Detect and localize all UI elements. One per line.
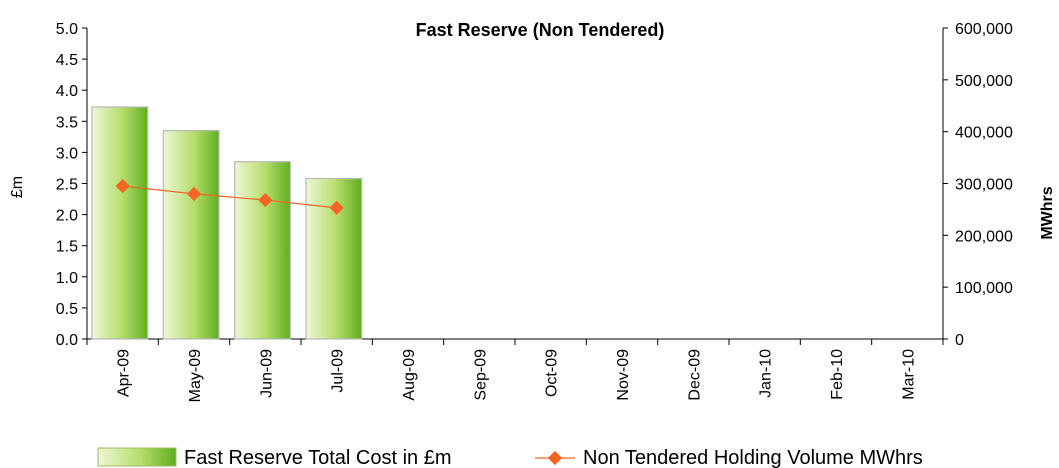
x-tick-label: Jun-09 [258,349,275,398]
y-tick-label-right: 600,000 [955,21,1013,38]
y-tick-label-left: 2.0 [56,208,78,225]
x-tick-label: Oct-09 [544,349,561,397]
y-tick-label-left: 4.5 [56,52,78,69]
legend: Fast Reserve Total Cost in £m Non Tender… [97,447,923,468]
line-marker [258,193,273,208]
y-tick-label-left: 3.5 [56,114,78,131]
y-tick-label-left: 2.5 [56,177,78,194]
x-tick-label: Dec-09 [686,349,703,401]
y-tick-label-left: 0.0 [56,332,78,349]
line-marker [329,200,344,215]
y-tick-label-left: 5.0 [56,21,78,38]
x-tick-label: Sep-09 [472,349,489,401]
x-tick-label: Aug-09 [401,349,418,401]
chart-title: Fast Reserve (Non Tendered) [416,20,665,40]
x-tick-label: Jul-09 [330,349,347,393]
y-tick-label-right: 200,000 [955,228,1013,245]
x-tick-label: Mar-10 [900,349,917,400]
y-tick-label-right: 500,000 [955,73,1013,90]
bar [91,106,149,340]
x-tick-label: Apr-09 [116,349,133,397]
x-tick-label: Jan-10 [758,349,775,398]
y-tick-label-left: 0.5 [56,301,78,318]
bar [234,161,291,340]
x-tick-label: Feb-10 [829,349,846,400]
plot-area: 0.0 0.5 1.0 1.5 2.0 2.5 3.0 3.5 4.0 4.5 5.0 0 100,00… [56,21,1013,402]
series-line [122,185,337,209]
x-tick-label: Nov-09 [615,349,632,401]
line-marker [186,186,202,201]
legend-label-line: Non Tendered Holding Volume MWhrs [583,447,923,468]
y-tick-label-right: 400,000 [955,125,1013,142]
y-tick-label-left: 4.0 [56,83,78,100]
y-tick-label-right: 100,000 [955,280,1013,297]
y-tick-label-left: 1.0 [56,270,78,287]
y-tick-label-left: 3.0 [56,145,78,162]
legend-swatch-marker [547,450,563,466]
x-tick-label: May-09 [187,349,204,402]
y-tick-label-left: 1.5 [56,239,78,256]
y-tick-label-right: 0 [955,332,964,349]
bar [305,177,363,340]
y-axis-label-left: £m [9,176,26,198]
y-tick-label-right: 300,000 [955,177,1013,194]
y-axis-label-right: MWhrs [1039,186,1056,239]
bar [162,130,220,340]
legend-swatch-bar [97,447,177,467]
legend-label-bar: Fast Reserve Total Cost in £m [184,447,452,468]
